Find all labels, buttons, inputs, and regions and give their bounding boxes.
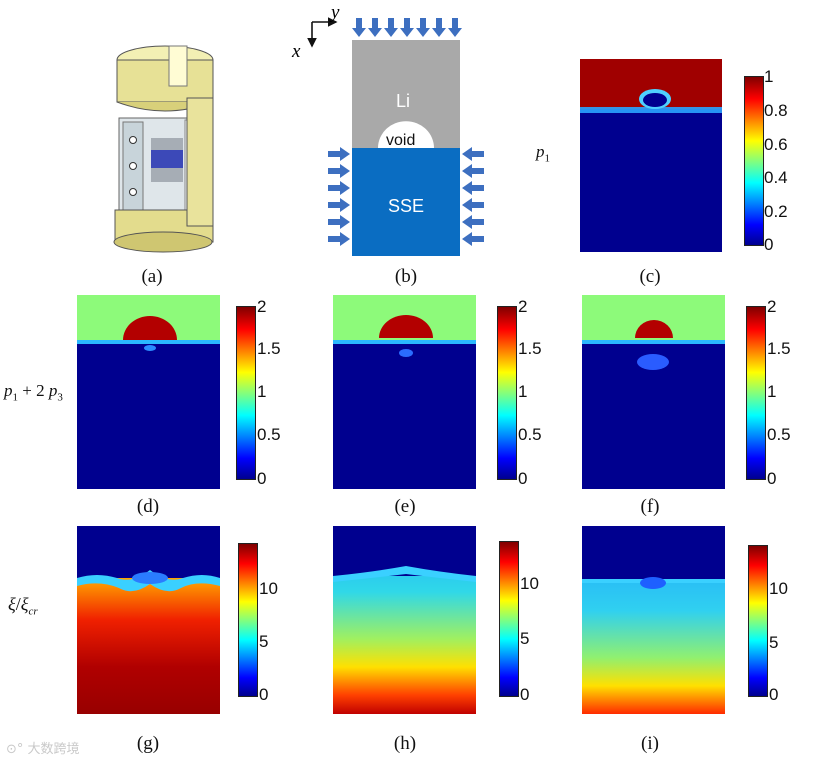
tick-label: 2 bbox=[767, 297, 777, 316]
tick-label: 5 bbox=[259, 632, 269, 651]
tick-label: 1.5 bbox=[767, 339, 791, 358]
tick-label: 1.5 bbox=[518, 339, 542, 358]
caption-h: (h) bbox=[393, 733, 417, 754]
watermark: ⊙° 大数跨境 bbox=[6, 742, 80, 757]
device-illustration bbox=[113, 45, 214, 253]
tick-label: 1 bbox=[518, 382, 528, 401]
contour-map-g bbox=[77, 526, 220, 714]
caption-b: (b) bbox=[394, 266, 418, 287]
tick-label: 0 bbox=[520, 685, 530, 704]
tick-label: 1 bbox=[257, 382, 267, 401]
contour-map-f bbox=[582, 295, 725, 489]
tick-label: 1 bbox=[767, 382, 777, 401]
sse-label: SSE bbox=[388, 196, 425, 216]
tick-label: 0.5 bbox=[257, 425, 281, 444]
colorbar-f bbox=[746, 306, 766, 480]
tick-label: 1 bbox=[764, 67, 774, 86]
tick-label: 5 bbox=[769, 633, 779, 652]
tick-label: 0.6 bbox=[764, 135, 788, 154]
colorbar-i bbox=[748, 545, 768, 697]
caption-g: (g) bbox=[136, 733, 160, 754]
tick-label: 0 bbox=[518, 469, 528, 488]
schematic-diagram bbox=[307, 17, 484, 256]
colorbar-d bbox=[236, 306, 256, 480]
tick-label: 0 bbox=[259, 685, 269, 704]
caption-c: (c) bbox=[639, 266, 661, 287]
axis-x-label: x bbox=[292, 41, 301, 62]
watermark-logo-icon: ⊙° bbox=[6, 742, 24, 757]
colorbar-h bbox=[499, 541, 519, 697]
caption-f: (f) bbox=[640, 496, 660, 517]
caption-e: (e) bbox=[394, 496, 416, 517]
void-label: void bbox=[386, 132, 416, 149]
colorbar-g bbox=[238, 543, 258, 697]
li-label: Li bbox=[396, 91, 411, 111]
colorbar-c bbox=[744, 76, 764, 246]
tick-label: 0 bbox=[257, 469, 267, 488]
contour-map-i bbox=[582, 526, 725, 714]
row-label-p1-p3: p1 + 2 p3 bbox=[4, 381, 63, 404]
tick-label: 0 bbox=[769, 685, 779, 704]
tick-label: 10 bbox=[259, 579, 278, 598]
caption-i: (i) bbox=[641, 733, 659, 754]
caption-a: (a) bbox=[141, 266, 163, 287]
tick-label: 0.2 bbox=[764, 202, 788, 221]
tick-label: 1.5 bbox=[257, 339, 281, 358]
contour-map-h bbox=[333, 526, 476, 714]
tick-label: 0 bbox=[764, 235, 774, 254]
tick-label: 0 bbox=[767, 469, 777, 488]
row-label-p1: p1 bbox=[536, 142, 550, 165]
tick-label: 0.5 bbox=[767, 425, 791, 444]
axis-y-label: y bbox=[331, 2, 340, 23]
contour-map-d bbox=[77, 295, 220, 489]
tick-label: 10 bbox=[520, 574, 539, 593]
contour-map-e bbox=[333, 295, 476, 489]
tick-label: 2 bbox=[257, 297, 267, 316]
tick-label: 0.5 bbox=[518, 425, 542, 444]
contour-map-c bbox=[580, 59, 722, 252]
tick-label: 10 bbox=[769, 579, 788, 598]
tick-label: 0.8 bbox=[764, 101, 788, 120]
tick-label: 5 bbox=[520, 629, 530, 648]
tick-label: 0.4 bbox=[764, 168, 788, 187]
tick-label: 2 bbox=[518, 297, 528, 316]
colorbar-e bbox=[497, 306, 517, 480]
row-label-xi: ξ/ξcr bbox=[8, 594, 38, 618]
caption-d: (d) bbox=[136, 496, 160, 517]
